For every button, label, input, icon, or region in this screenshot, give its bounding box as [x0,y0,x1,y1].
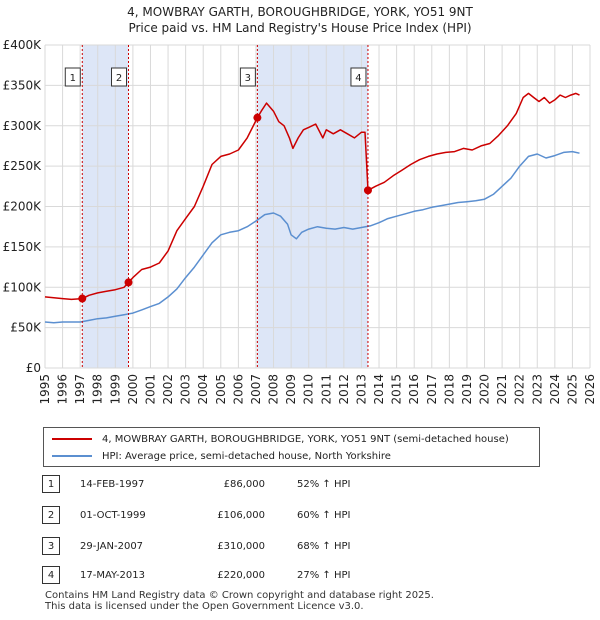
x-tick-label: 2004 [196,374,210,405]
table-row: 4 17-MAY-2013 £220,000 27% ↑ HPI [0,566,600,588]
y-tick-label: £250K [3,159,43,173]
axes: £0 £50K £100K £150K £200K £250K £300K £350K £400… [3,38,597,405]
x-tick-label: 2025 [565,374,579,405]
x-tick-label: 2009 [284,374,298,405]
x-tick-label: 2019 [460,374,474,405]
x-tick-label: 2013 [354,374,368,405]
table-row: 2 01-OCT-1999 £106,000 60% ↑ HPI [0,506,600,528]
sale-point [363,186,372,195]
x-tick-label: 1998 [91,374,105,405]
x-tick-label: 2015 [390,374,404,405]
legend-swatch-property [52,438,92,440]
x-tick-label: 1997 [73,374,87,405]
transaction-hpi: 52% ↑ HPI [297,479,351,490]
transaction-number: 3 [42,537,60,555]
transaction-date: 17-MAY-2013 [80,570,146,581]
table-row: 1 14-FEB-1997 £86,000 52% ↑ HPI [0,475,600,497]
sale-point [124,278,133,287]
x-tick-label: 2000 [126,374,140,405]
sale-markers: 1 2 3 4 [64,45,372,368]
transaction-price: £106,000 [217,510,265,521]
sale-point [253,113,262,122]
y-tick-label: £400K [3,38,43,52]
transaction-number: 2 [42,506,60,524]
transaction-price: £86,000 [223,479,265,490]
transaction-date: 29-JAN-2007 [80,541,144,552]
x-tick-label: 2017 [425,374,439,405]
legend-item-hpi: HPI: Average price, semi-detached house,… [52,448,391,464]
x-tick-label: 2007 [249,374,263,405]
sale-point [78,294,87,303]
legend-swatch-hpi [52,455,92,457]
x-tick-label: 2005 [214,374,228,405]
transaction-price: £310,000 [217,541,265,552]
transaction-hpi: 60% ↑ HPI [297,510,351,521]
y-tick-label: £350K [3,78,43,92]
x-tick-label: 2006 [231,374,245,405]
transaction-hpi: 68% ↑ HPI [297,541,351,552]
x-tick-label: 2010 [302,374,316,405]
x-tick-label: 2022 [513,374,527,405]
x-tick-label: 2023 [530,374,544,405]
transaction-date: 01-OCT-1999 [80,510,146,521]
transaction-date: 14-FEB-1997 [80,479,145,490]
y-tick-label: £100K [3,280,43,294]
x-tick-label: 2001 [143,374,157,405]
price-chart: £0 £50K £100K £150K £200K £250K £300K £350K £400… [3,38,597,405]
y-tick-label: £300K [3,119,43,133]
x-tick-label: 2003 [179,374,193,405]
x-tick-label: 2011 [319,374,333,405]
grid [44,44,591,369]
sale-label: 2 [116,73,122,84]
series [44,92,580,324]
y-tick-label: £150K [3,240,43,254]
y-tick-label: £0 [26,361,41,375]
sale-label-box [64,67,81,87]
x-tick-label: 2014 [372,374,386,405]
x-tick-label: 1995 [38,374,52,405]
sale-label-box [239,67,256,87]
transaction-number: 1 [42,475,60,493]
x-tick-label: 2002 [161,374,175,405]
x-tick-label: 2021 [495,374,509,405]
y-tick-label: £50K [10,321,42,335]
x-tick-label: 2012 [337,374,351,405]
chart-title: 4, MOWBRAY GARTH, BOROUGHBRIDGE, YORK, Y… [127,5,473,19]
x-tick-label: 1999 [108,374,122,405]
y-tick-label: £200K [3,200,43,214]
legend: 4, MOWBRAY GARTH, BOROUGHBRIDGE, YORK, Y… [43,427,540,467]
transaction-hpi: 27% ↑ HPI [297,570,351,581]
sale-label: 3 [245,73,251,84]
x-tick-label: 2026 [583,374,597,405]
x-tick-label: 2008 [267,374,281,405]
chart-subtitle: Price paid vs. HM Land Registry's House … [128,21,472,35]
x-tick-label: 2024 [548,374,562,405]
legend-item-property: 4, MOWBRAY GARTH, BOROUGHBRIDGE, YORK, Y… [52,431,509,447]
x-tick-label: 2018 [442,374,456,405]
hpi-series-line [44,150,580,324]
sale-label: 4 [355,73,361,84]
x-tick-label: 1996 [56,374,70,405]
sale-label-box [111,67,128,87]
property-series-line [44,92,580,301]
sale-label-box [350,67,367,87]
legend-label-property: 4, MOWBRAY GARTH, BOROUGHBRIDGE, YORK, Y… [102,433,509,445]
footer-copyright: Contains HM Land Registry data © Crown c… [45,590,434,601]
footer-licence: This data is licensed under the Open Gov… [45,601,364,612]
transaction-price: £220,000 [217,570,265,581]
x-tick-label: 2016 [407,374,421,405]
legend-label-hpi: HPI: Average price, semi-detached house,… [102,450,391,462]
sale-label: 1 [70,73,76,84]
table-row: 3 29-JAN-2007 £310,000 68% ↑ HPI [0,537,600,559]
transaction-number: 4 [42,566,60,584]
x-tick-label: 2020 [478,374,492,405]
